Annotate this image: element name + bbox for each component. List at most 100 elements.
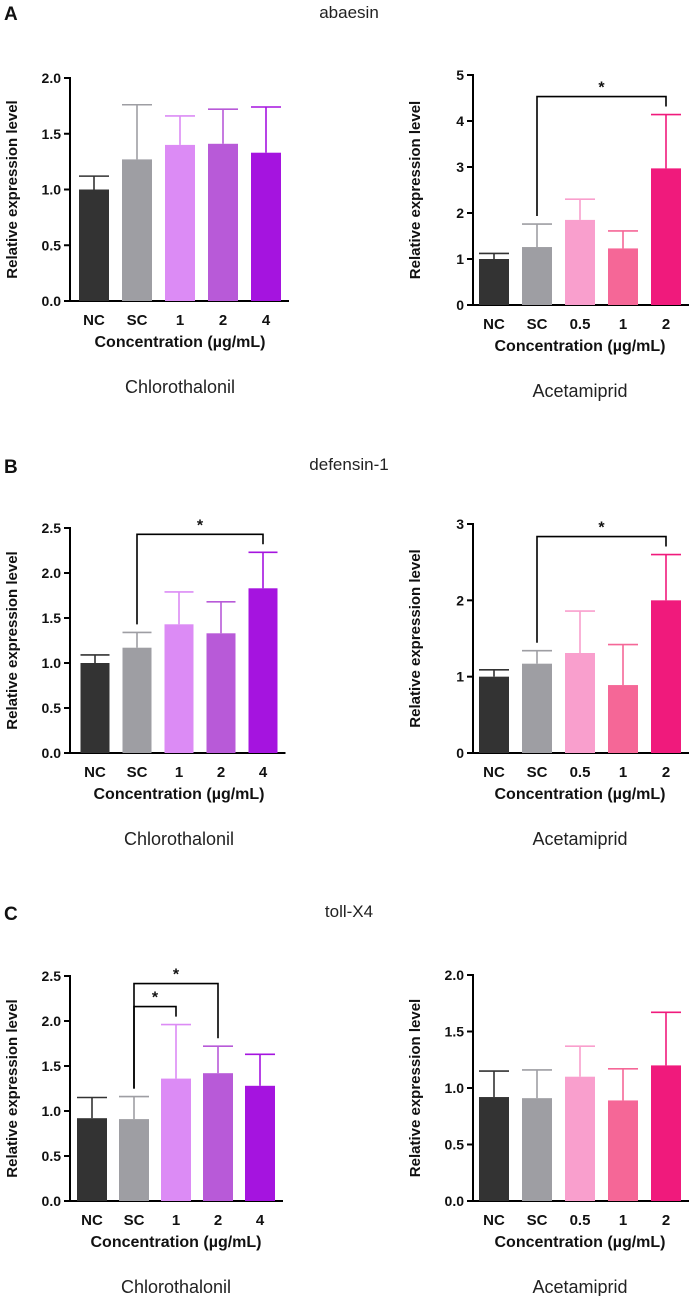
x-axis-label: Concentration (µg/mL) bbox=[95, 334, 266, 351]
bar bbox=[119, 1119, 149, 1201]
x-tick-label: NC bbox=[84, 764, 106, 781]
x-tick-label: SC bbox=[127, 312, 148, 329]
x-axis-label: Concentration (µg/mL) bbox=[91, 1234, 262, 1251]
bar bbox=[206, 633, 236, 753]
x-tick-label: NC bbox=[483, 1212, 505, 1229]
x-tick-label: 1 bbox=[176, 312, 184, 329]
chart-subtitle: Chlorothalonil bbox=[121, 1277, 231, 1296]
bar bbox=[651, 600, 681, 753]
x-tick-label: SC bbox=[527, 764, 548, 781]
y-tick-label: 1.5 bbox=[42, 1058, 62, 1074]
y-tick-label: 2.0 bbox=[42, 565, 62, 581]
bar bbox=[522, 663, 552, 753]
bar bbox=[479, 1097, 509, 1201]
y-tick-label: 1.5 bbox=[42, 610, 62, 626]
x-tick-label: 4 bbox=[262, 312, 271, 329]
bar bbox=[522, 247, 552, 305]
y-tick-label: 0.0 bbox=[42, 1193, 62, 1209]
bar bbox=[79, 189, 109, 301]
x-tick-label: 2 bbox=[662, 316, 670, 333]
y-tick-label: 0.0 bbox=[42, 745, 62, 761]
y-axis-label: Relative expression level bbox=[4, 100, 21, 278]
y-tick-label: 2 bbox=[456, 592, 464, 608]
x-tick-label: SC bbox=[127, 764, 148, 781]
y-tick-label: 2.0 bbox=[445, 967, 465, 983]
bar bbox=[208, 143, 238, 301]
y-tick-label: 0 bbox=[456, 297, 464, 313]
bar bbox=[565, 219, 595, 305]
bar bbox=[565, 653, 595, 753]
y-tick-label: 2.5 bbox=[42, 520, 62, 536]
y-tick-label: 0.5 bbox=[42, 700, 62, 716]
x-tick-label: 1 bbox=[619, 1212, 627, 1229]
bar bbox=[203, 1073, 233, 1201]
y-axis-label: Relative expression level bbox=[407, 549, 424, 727]
chart-subtitle: Acetamiprid bbox=[532, 829, 627, 849]
chart-b-chlorothalonil: 0.0 0.5 1.0 1.5 2.0 2.5 Relative expression le… bbox=[4, 517, 286, 849]
bar bbox=[608, 1100, 638, 1201]
bar bbox=[522, 1098, 552, 1201]
x-tick-label: SC bbox=[527, 316, 548, 333]
y-axis-label: Relative expression level bbox=[4, 551, 21, 729]
bar bbox=[164, 624, 194, 753]
x-tick-label: 1 bbox=[172, 1212, 180, 1229]
x-tick-label: 4 bbox=[256, 1212, 265, 1229]
bar bbox=[122, 159, 152, 301]
significance-bracket bbox=[536, 535, 667, 643]
bar bbox=[479, 676, 509, 753]
y-tick-label: 1.0 bbox=[445, 1080, 465, 1096]
y-tick-label: 2.5 bbox=[42, 968, 62, 984]
chart-subtitle: Acetamiprid bbox=[532, 1277, 627, 1296]
panel-letter-a: A bbox=[4, 4, 18, 25]
bar bbox=[608, 685, 638, 753]
y-tick-label: 1 bbox=[456, 251, 464, 267]
significance-star: * bbox=[173, 967, 180, 984]
significance-bracket bbox=[133, 982, 219, 1089]
significance-star: * bbox=[197, 517, 204, 534]
y-axis-label: Relative expression level bbox=[407, 999, 424, 1177]
bar bbox=[651, 168, 681, 305]
bar bbox=[479, 259, 509, 305]
x-tick-label: 0.5 bbox=[570, 316, 591, 333]
chart-a-acetamiprid: 0 1 2 3 4 5 Relative expression level NC SC 0.5 1 2… bbox=[407, 67, 689, 401]
chart-a-chlorothalonil: 0.0 0.5 1.0 1.5 2.0 Relative expression level… bbox=[4, 70, 289, 397]
significance-bracket bbox=[133, 1005, 177, 1089]
significance-bracket bbox=[536, 95, 667, 217]
x-axis-label: Concentration (µg/mL) bbox=[495, 1234, 666, 1251]
significance-star: * bbox=[598, 80, 605, 97]
y-tick-label: 0.5 bbox=[445, 1137, 465, 1153]
x-tick-label: 1 bbox=[175, 764, 183, 781]
x-tick-label: SC bbox=[124, 1212, 145, 1229]
y-tick-label: 5 bbox=[456, 67, 464, 83]
significance-bracket bbox=[136, 533, 264, 625]
y-tick-label: 0 bbox=[456, 745, 464, 761]
y-tick-label: 2.0 bbox=[42, 1013, 62, 1029]
x-tick-label: 2 bbox=[214, 1212, 222, 1229]
x-axis-label: Concentration (µg/mL) bbox=[94, 786, 265, 803]
y-tick-label: 4 bbox=[456, 113, 464, 129]
bar bbox=[122, 647, 152, 753]
significance-star: * bbox=[152, 990, 159, 1007]
x-tick-label: 2 bbox=[219, 312, 227, 329]
bar bbox=[248, 588, 278, 753]
x-tick-label: 1 bbox=[619, 316, 627, 333]
x-tick-label: 0.5 bbox=[570, 764, 591, 781]
x-tick-label: 0.5 bbox=[570, 1212, 591, 1229]
bar bbox=[651, 1065, 681, 1201]
bar bbox=[77, 1118, 107, 1201]
x-tick-label: NC bbox=[483, 316, 505, 333]
y-tick-label: 2 bbox=[456, 205, 464, 221]
chart-subtitle: Chlorothalonil bbox=[124, 829, 234, 849]
x-tick-label: 1 bbox=[619, 764, 627, 781]
y-tick-label: 0.5 bbox=[42, 1148, 62, 1164]
bar bbox=[165, 144, 195, 301]
chart-subtitle: Acetamiprid bbox=[532, 381, 627, 401]
y-axis-label: Relative expression level bbox=[4, 999, 21, 1177]
panel-letter-c: C bbox=[4, 904, 18, 925]
x-tick-label: NC bbox=[483, 764, 505, 781]
bar bbox=[608, 248, 638, 305]
bar bbox=[80, 663, 110, 753]
x-tick-label: 4 bbox=[259, 764, 268, 781]
y-tick-label: 0.0 bbox=[42, 293, 62, 309]
